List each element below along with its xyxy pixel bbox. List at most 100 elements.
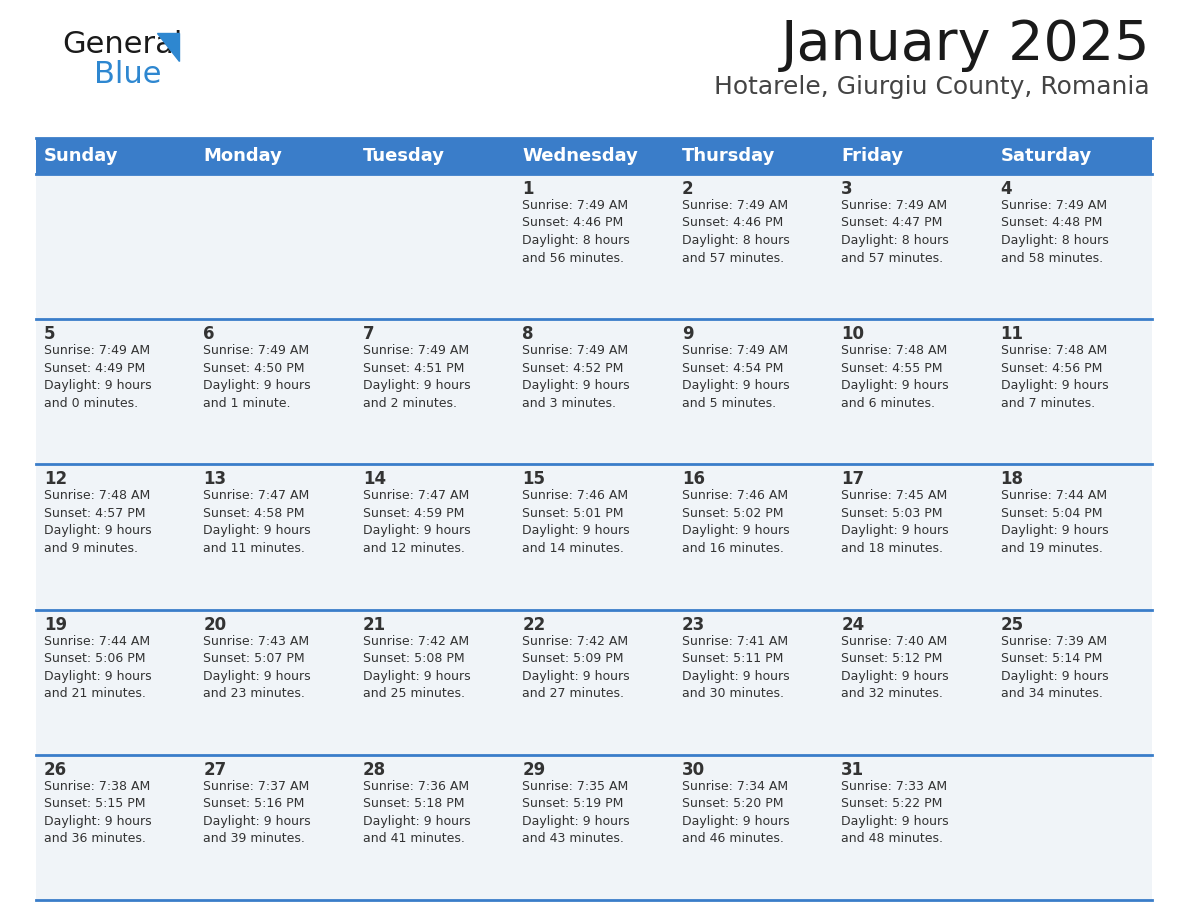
Text: 16: 16 <box>682 470 704 488</box>
Text: Sunrise: 7:46 AM
Sunset: 5:01 PM
Daylight: 9 hours
and 14 minutes.: Sunrise: 7:46 AM Sunset: 5:01 PM Dayligh… <box>523 489 630 554</box>
Text: Sunrise: 7:34 AM
Sunset: 5:20 PM
Daylight: 9 hours
and 46 minutes.: Sunrise: 7:34 AM Sunset: 5:20 PM Dayligh… <box>682 779 789 845</box>
Text: 7: 7 <box>362 325 374 343</box>
Text: Sunrise: 7:36 AM
Sunset: 5:18 PM
Daylight: 9 hours
and 41 minutes.: Sunrise: 7:36 AM Sunset: 5:18 PM Dayligh… <box>362 779 470 845</box>
Text: Sunrise: 7:49 AM
Sunset: 4:46 PM
Daylight: 8 hours
and 56 minutes.: Sunrise: 7:49 AM Sunset: 4:46 PM Dayligh… <box>523 199 630 264</box>
Text: 6: 6 <box>203 325 215 343</box>
Text: Sunrise: 7:47 AM
Sunset: 4:59 PM
Daylight: 9 hours
and 12 minutes.: Sunrise: 7:47 AM Sunset: 4:59 PM Dayligh… <box>362 489 470 554</box>
Text: January 2025: January 2025 <box>781 18 1150 72</box>
Text: Sunrise: 7:48 AM
Sunset: 4:56 PM
Daylight: 9 hours
and 7 minutes.: Sunrise: 7:48 AM Sunset: 4:56 PM Dayligh… <box>1000 344 1108 409</box>
Bar <box>833 610 992 755</box>
Bar <box>514 610 674 755</box>
Bar <box>36 755 196 900</box>
Bar <box>992 174 1152 319</box>
Bar <box>674 610 833 755</box>
Bar <box>355 755 514 900</box>
Text: Sunrise: 7:39 AM
Sunset: 5:14 PM
Daylight: 9 hours
and 34 minutes.: Sunrise: 7:39 AM Sunset: 5:14 PM Dayligh… <box>1000 634 1108 700</box>
Text: Sunrise: 7:49 AM
Sunset: 4:47 PM
Daylight: 8 hours
and 57 minutes.: Sunrise: 7:49 AM Sunset: 4:47 PM Dayligh… <box>841 199 949 264</box>
Text: Sunrise: 7:40 AM
Sunset: 5:12 PM
Daylight: 9 hours
and 32 minutes.: Sunrise: 7:40 AM Sunset: 5:12 PM Dayligh… <box>841 634 949 700</box>
Text: Sunrise: 7:44 AM
Sunset: 5:06 PM
Daylight: 9 hours
and 21 minutes.: Sunrise: 7:44 AM Sunset: 5:06 PM Dayligh… <box>44 634 152 700</box>
Text: 29: 29 <box>523 761 545 778</box>
Text: 11: 11 <box>1000 325 1024 343</box>
Text: Sunrise: 7:42 AM
Sunset: 5:09 PM
Daylight: 9 hours
and 27 minutes.: Sunrise: 7:42 AM Sunset: 5:09 PM Dayligh… <box>523 634 630 700</box>
Bar <box>992 465 1152 610</box>
Text: Sunrise: 7:49 AM
Sunset: 4:52 PM
Daylight: 9 hours
and 3 minutes.: Sunrise: 7:49 AM Sunset: 4:52 PM Dayligh… <box>523 344 630 409</box>
Text: Sunrise: 7:49 AM
Sunset: 4:48 PM
Daylight: 8 hours
and 58 minutes.: Sunrise: 7:49 AM Sunset: 4:48 PM Dayligh… <box>1000 199 1108 264</box>
Text: 18: 18 <box>1000 470 1024 488</box>
Bar <box>355 465 514 610</box>
Text: 17: 17 <box>841 470 864 488</box>
Bar <box>196 755 355 900</box>
Text: 31: 31 <box>841 761 864 778</box>
Bar <box>196 610 355 755</box>
Bar <box>833 465 992 610</box>
Text: 30: 30 <box>682 761 704 778</box>
Text: 22: 22 <box>523 616 545 633</box>
Text: Sunrise: 7:38 AM
Sunset: 5:15 PM
Daylight: 9 hours
and 36 minutes.: Sunrise: 7:38 AM Sunset: 5:15 PM Dayligh… <box>44 779 152 845</box>
Bar <box>36 610 196 755</box>
Text: 4: 4 <box>1000 180 1012 198</box>
Text: Sunday: Sunday <box>44 147 119 165</box>
Text: Sunrise: 7:49 AM
Sunset: 4:49 PM
Daylight: 9 hours
and 0 minutes.: Sunrise: 7:49 AM Sunset: 4:49 PM Dayligh… <box>44 344 152 409</box>
Bar <box>674 755 833 900</box>
Text: 8: 8 <box>523 325 533 343</box>
Bar <box>36 319 196 465</box>
Bar <box>514 138 674 174</box>
Text: Sunrise: 7:44 AM
Sunset: 5:04 PM
Daylight: 9 hours
and 19 minutes.: Sunrise: 7:44 AM Sunset: 5:04 PM Dayligh… <box>1000 489 1108 554</box>
Bar <box>514 465 674 610</box>
Bar <box>514 174 674 319</box>
Text: 2: 2 <box>682 180 694 198</box>
Text: Sunrise: 7:49 AM
Sunset: 4:50 PM
Daylight: 9 hours
and 1 minute.: Sunrise: 7:49 AM Sunset: 4:50 PM Dayligh… <box>203 344 311 409</box>
Text: Thursday: Thursday <box>682 147 775 165</box>
Text: 15: 15 <box>523 470 545 488</box>
Text: Sunrise: 7:45 AM
Sunset: 5:03 PM
Daylight: 9 hours
and 18 minutes.: Sunrise: 7:45 AM Sunset: 5:03 PM Dayligh… <box>841 489 949 554</box>
Text: 5: 5 <box>44 325 56 343</box>
Text: Tuesday: Tuesday <box>362 147 444 165</box>
Text: Saturday: Saturday <box>1000 147 1092 165</box>
Text: Sunrise: 7:47 AM
Sunset: 4:58 PM
Daylight: 9 hours
and 11 minutes.: Sunrise: 7:47 AM Sunset: 4:58 PM Dayligh… <box>203 489 311 554</box>
Text: 9: 9 <box>682 325 694 343</box>
Bar <box>36 174 196 319</box>
Bar <box>674 174 833 319</box>
Bar <box>992 138 1152 174</box>
Text: 3: 3 <box>841 180 853 198</box>
Bar <box>833 755 992 900</box>
Text: Monday: Monday <box>203 147 283 165</box>
Bar <box>833 319 992 465</box>
Bar <box>992 610 1152 755</box>
Text: Sunrise: 7:41 AM
Sunset: 5:11 PM
Daylight: 9 hours
and 30 minutes.: Sunrise: 7:41 AM Sunset: 5:11 PM Dayligh… <box>682 634 789 700</box>
Text: 26: 26 <box>44 761 68 778</box>
Bar <box>674 138 833 174</box>
Bar <box>992 755 1152 900</box>
Bar <box>196 174 355 319</box>
Bar <box>833 174 992 319</box>
Text: 24: 24 <box>841 616 865 633</box>
Text: Friday: Friday <box>841 147 903 165</box>
Bar <box>992 319 1152 465</box>
Text: Sunrise: 7:35 AM
Sunset: 5:19 PM
Daylight: 9 hours
and 43 minutes.: Sunrise: 7:35 AM Sunset: 5:19 PM Dayligh… <box>523 779 630 845</box>
Text: Sunrise: 7:33 AM
Sunset: 5:22 PM
Daylight: 9 hours
and 48 minutes.: Sunrise: 7:33 AM Sunset: 5:22 PM Dayligh… <box>841 779 949 845</box>
Bar <box>355 138 514 174</box>
Bar <box>196 138 355 174</box>
Text: 14: 14 <box>362 470 386 488</box>
Bar <box>355 174 514 319</box>
Bar <box>514 755 674 900</box>
Text: Sunrise: 7:49 AM
Sunset: 4:51 PM
Daylight: 9 hours
and 2 minutes.: Sunrise: 7:49 AM Sunset: 4:51 PM Dayligh… <box>362 344 470 409</box>
Text: Sunrise: 7:49 AM
Sunset: 4:46 PM
Daylight: 8 hours
and 57 minutes.: Sunrise: 7:49 AM Sunset: 4:46 PM Dayligh… <box>682 199 790 264</box>
Text: 21: 21 <box>362 616 386 633</box>
Text: 25: 25 <box>1000 616 1024 633</box>
Text: Sunrise: 7:46 AM
Sunset: 5:02 PM
Daylight: 9 hours
and 16 minutes.: Sunrise: 7:46 AM Sunset: 5:02 PM Dayligh… <box>682 489 789 554</box>
Text: 12: 12 <box>44 470 68 488</box>
Bar <box>196 465 355 610</box>
Bar <box>36 138 196 174</box>
Polygon shape <box>157 33 179 61</box>
Text: Sunrise: 7:37 AM
Sunset: 5:16 PM
Daylight: 9 hours
and 39 minutes.: Sunrise: 7:37 AM Sunset: 5:16 PM Dayligh… <box>203 779 311 845</box>
Bar <box>196 319 355 465</box>
Text: 1: 1 <box>523 180 533 198</box>
Text: 10: 10 <box>841 325 864 343</box>
Text: 23: 23 <box>682 616 704 633</box>
Text: General: General <box>62 30 183 59</box>
Bar <box>355 319 514 465</box>
Text: 28: 28 <box>362 761 386 778</box>
Text: Wednesday: Wednesday <box>523 147 638 165</box>
Text: 20: 20 <box>203 616 227 633</box>
